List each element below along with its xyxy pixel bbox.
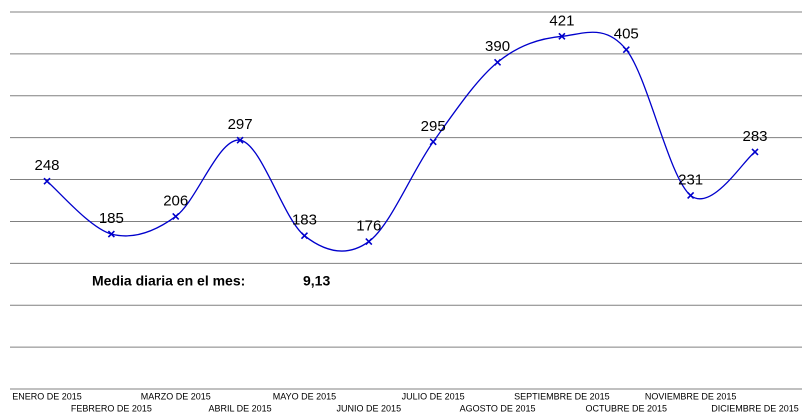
marker [300,232,309,240]
value-label: 421 [549,12,574,29]
value-label: 390 [485,38,510,55]
marker [172,212,180,220]
x-tick-label: DICIEMBRE DE 2015 [711,403,799,413]
x-tick-label: JULIO DE 2015 [402,391,465,401]
marker [493,58,502,66]
annotation-value: 9,13 [303,273,330,289]
x-tick-label: OCTUBRE DE 2015 [586,403,668,413]
value-label: 283 [742,128,767,145]
marker [558,32,566,40]
x-tick-label: ABRIL DE 2015 [208,403,271,413]
marker [365,237,373,246]
value-label: 176 [356,218,381,235]
value-label: 231 [678,171,703,188]
x-tick-label: MAYO DE 2015 [273,391,336,401]
marker [429,138,437,146]
annotation-text: Media diaria en el mes: [92,273,245,289]
value-label: 297 [228,116,253,133]
line [46,31,756,252]
marker [687,191,695,200]
x-tick-label: JUNIO DE 2015 [337,403,402,413]
value-label: 183 [292,212,317,229]
value-label: 248 [34,157,59,174]
x-tick-label: SEPTIEMBRE DE 2015 [514,391,610,401]
marker [751,148,759,156]
value-label: 295 [421,118,446,135]
x-tick-label: FEBRERO DE 2015 [71,403,152,413]
value-label: 405 [614,26,639,43]
x-tick-label: ENERO DE 2015 [12,391,82,401]
x-tick-label: NOVIEMBRE DE 2015 [645,391,737,401]
marker [43,177,51,185]
marker [107,230,115,238]
marker [622,46,630,54]
value-label: 206 [163,192,188,209]
x-tick-label: MARZO DE 2015 [141,391,211,401]
x-tick-label: AGOSTO DE 2015 [460,403,536,413]
marker [236,136,244,144]
value-label: 185 [99,210,124,227]
